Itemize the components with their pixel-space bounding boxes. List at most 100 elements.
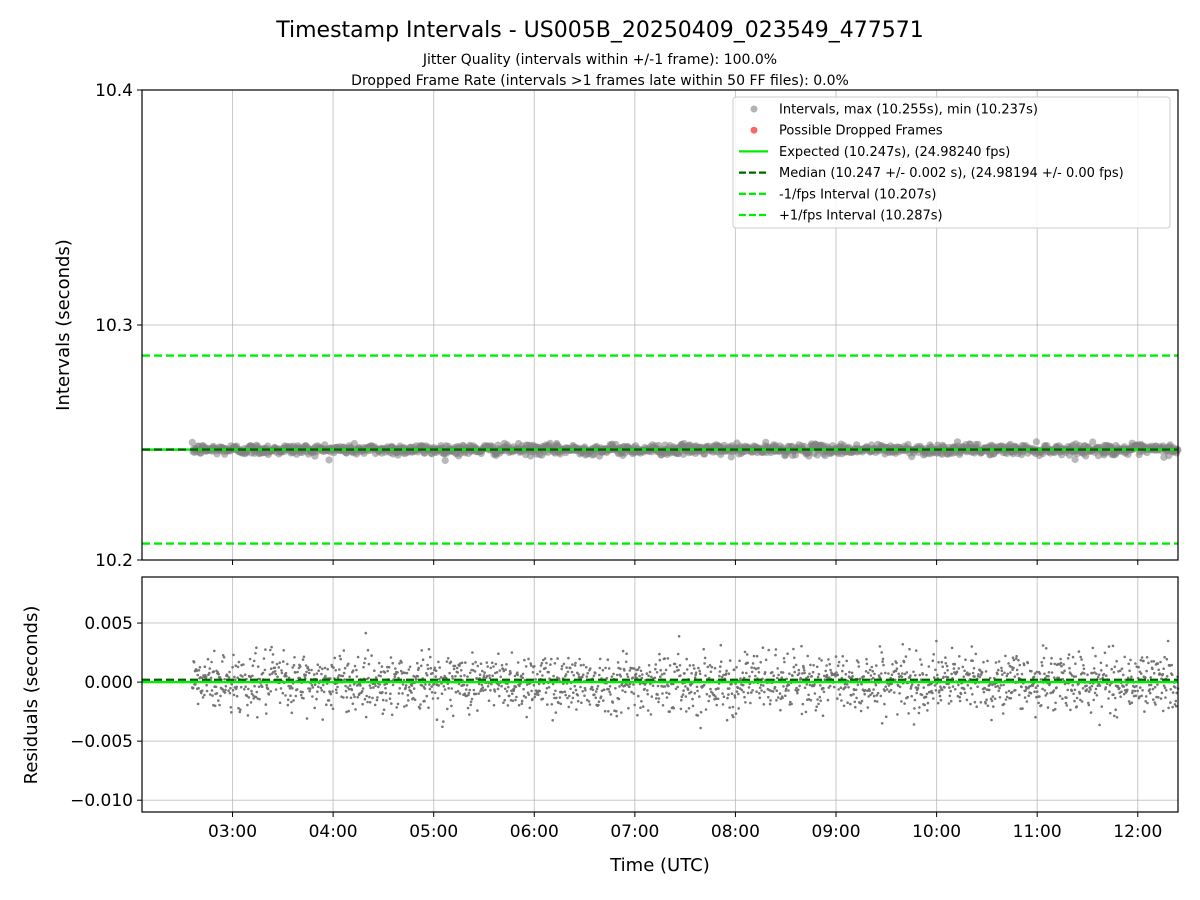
residual-point — [513, 674, 517, 678]
residual-point — [484, 688, 487, 692]
residual-point — [1152, 671, 1156, 675]
residual-point — [254, 652, 257, 655]
residual-point — [819, 699, 822, 703]
residual-point — [1002, 683, 1005, 687]
residual-point — [354, 708, 357, 711]
residual-point — [997, 668, 1000, 672]
residual-point — [239, 685, 243, 689]
residual-point — [1065, 704, 1069, 707]
residual-point — [277, 666, 281, 669]
residual-point — [1038, 672, 1042, 675]
residual-point — [1120, 667, 1124, 670]
residual-point — [693, 676, 697, 679]
residual-point — [782, 657, 786, 660]
residual-point — [269, 667, 273, 670]
residual-point — [867, 671, 870, 675]
residual-point — [424, 683, 427, 686]
residual-point — [544, 666, 547, 670]
residual-point — [269, 648, 272, 652]
residual-point — [510, 689, 513, 693]
residual-point — [619, 667, 622, 670]
residual-point — [1171, 705, 1174, 709]
residual-point — [837, 688, 840, 691]
residual-point — [1012, 658, 1016, 662]
residual-point — [698, 669, 701, 673]
residual-point — [491, 674, 494, 677]
residual-point — [317, 685, 320, 689]
residual-point — [996, 684, 1000, 688]
residual-point — [869, 674, 873, 677]
residual-point — [560, 664, 564, 668]
residual-point — [1119, 695, 1122, 698]
residual-point — [451, 714, 455, 718]
residual-point — [1053, 662, 1056, 666]
residual-point — [1158, 673, 1162, 676]
residual-point — [1091, 671, 1094, 675]
residual-point — [932, 697, 935, 700]
residual-point — [850, 671, 854, 675]
residual-point — [466, 706, 470, 710]
residual-point — [990, 699, 994, 703]
residual-point — [209, 678, 212, 682]
residual-point — [884, 715, 888, 718]
residual-point — [223, 678, 226, 681]
residual-point — [1089, 688, 1092, 691]
residual-point — [950, 672, 953, 676]
residual-point — [890, 673, 894, 676]
residual-point — [292, 699, 295, 702]
residual-point — [715, 703, 718, 707]
residual-point — [542, 658, 545, 662]
residual-point — [1046, 706, 1050, 709]
legend-box — [732, 96, 1171, 229]
residual-point — [1047, 671, 1051, 674]
residual-point — [415, 678, 418, 681]
residual-point — [405, 704, 408, 707]
residual-point — [810, 675, 814, 678]
residual-point — [913, 707, 916, 710]
residual-point — [909, 687, 913, 690]
residual-point — [964, 658, 967, 661]
residual-point — [800, 644, 803, 648]
residual-point — [836, 664, 840, 667]
residual-point — [621, 649, 625, 653]
residual-point — [426, 663, 429, 667]
residual-point — [997, 660, 1001, 663]
residual-point — [214, 685, 218, 689]
residual-point — [1153, 685, 1157, 689]
residual-point — [763, 671, 767, 674]
residual-point — [525, 683, 529, 686]
residual-point — [1045, 692, 1049, 695]
residual-point — [836, 697, 839, 700]
residual-point — [893, 678, 897, 682]
residual-point — [533, 695, 537, 699]
residual-point — [832, 685, 836, 689]
residual-point — [581, 673, 585, 676]
residual-point — [747, 686, 751, 689]
residual-point — [538, 689, 541, 693]
residual-point — [507, 694, 511, 698]
residual-point — [333, 656, 337, 660]
residual-point — [743, 695, 746, 699]
interval-point — [441, 456, 449, 464]
residual-point — [848, 670, 851, 674]
residual-point — [719, 643, 723, 647]
residual-point — [749, 701, 752, 705]
residual-point — [558, 679, 561, 682]
residual-point — [1044, 647, 1048, 650]
residual-point — [367, 662, 371, 666]
residual-point — [798, 684, 801, 688]
residual-point — [1115, 659, 1118, 663]
residual-point — [1035, 690, 1039, 693]
residual-point — [1042, 656, 1046, 660]
residual-point — [720, 675, 724, 679]
residual-point — [872, 694, 876, 698]
intervals-reference-lines — [142, 354, 1178, 545]
residual-point — [393, 675, 397, 679]
residual-point — [1073, 699, 1076, 703]
residual-point — [946, 676, 950, 679]
residual-point — [373, 669, 376, 672]
residual-point — [362, 665, 365, 669]
residual-point — [869, 693, 872, 697]
residual-point — [271, 661, 274, 664]
residual-point — [812, 664, 815, 667]
